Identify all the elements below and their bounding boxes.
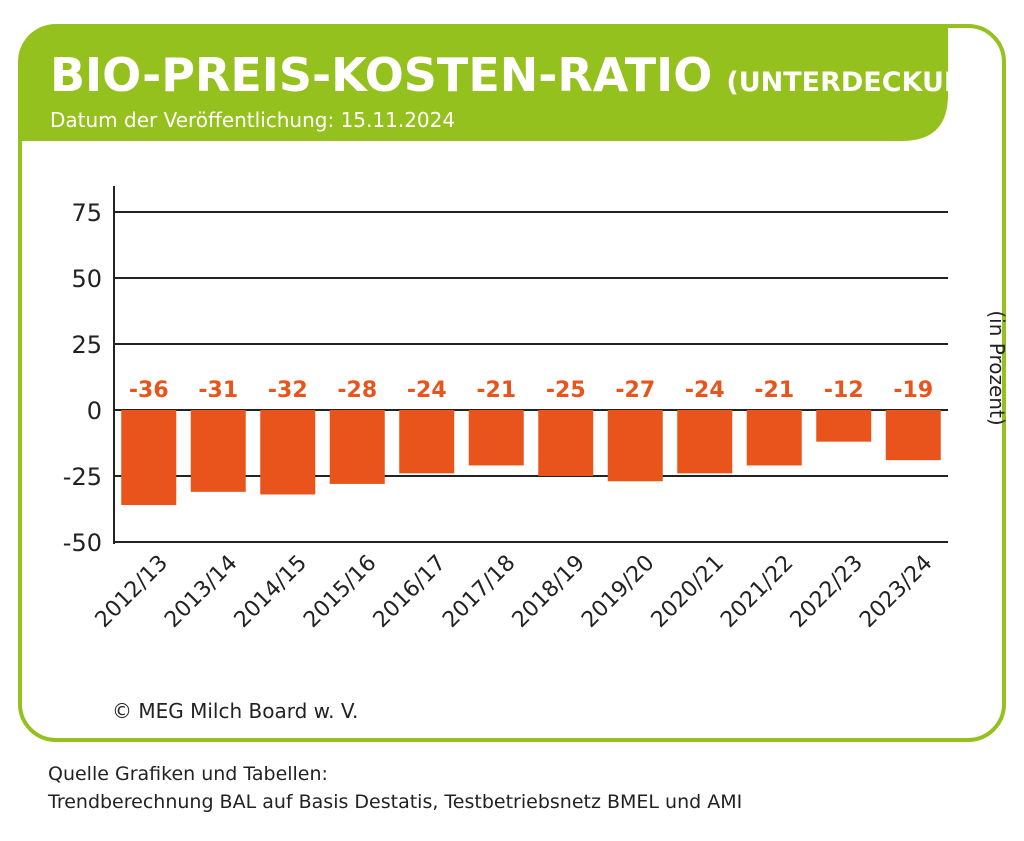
y-tick-label: -50 (63, 529, 102, 557)
bar-value-label: -36 (129, 378, 169, 403)
y-tick-label: -25 (63, 463, 102, 491)
chart-title: BIO-PREIS-KOSTEN-RATIO (UNTERDECKUNG) (50, 48, 1001, 102)
bar (607, 410, 663, 482)
bar (538, 410, 594, 476)
bar-value-label: -19 (893, 378, 933, 403)
bar (399, 410, 455, 474)
bar-value-label: -21 (754, 378, 794, 403)
bar-value-label: -27 (615, 378, 655, 403)
source-note: Quelle Grafiken und Tabellen: Trendberec… (48, 760, 742, 816)
bar (468, 410, 524, 466)
bars (121, 410, 941, 506)
bar-value-label: -21 (476, 378, 516, 403)
gridlines (114, 211, 948, 543)
header-banner (20, 26, 948, 141)
y-axis-ticks: 75 50 25 0 -25 -50 (63, 199, 102, 557)
bar-value-label: -25 (546, 378, 586, 403)
y-tick-label: 25 (71, 331, 102, 359)
bar (121, 410, 177, 506)
bar (260, 410, 316, 495)
bar-value-label: -24 (685, 378, 725, 403)
bar (746, 410, 802, 466)
bar-value-label: -28 (337, 378, 377, 403)
bar (677, 410, 733, 474)
source-line-1: Quelle Grafiken und Tabellen: (48, 763, 328, 785)
chart-subtitle: Datum der Veröffentlichung: 15.11.2024 (50, 108, 455, 132)
bar (885, 410, 941, 461)
y-tick-label: 0 (87, 397, 102, 425)
bar-value-label: -32 (268, 378, 308, 403)
bar-value-label: -24 (407, 378, 447, 403)
source-line-2: Trendberechnung BAL auf Basis Destatis, … (48, 791, 743, 813)
bar (190, 410, 246, 492)
bar-value-label: -12 (824, 378, 864, 403)
bar-value-label: -31 (198, 378, 238, 403)
bar (329, 410, 385, 484)
bar (816, 410, 872, 442)
y-tick-label: 75 (71, 199, 102, 227)
copyright: © MEG Milch Board w. V. (112, 699, 358, 723)
y-tick-label: 50 (71, 265, 102, 293)
data-labels: -36 -31 -32 -28 -24 -21 -25 -27 -24 -21 -12 -19 (129, 378, 933, 403)
y-axis-label: (in Prozent) (985, 310, 1009, 425)
